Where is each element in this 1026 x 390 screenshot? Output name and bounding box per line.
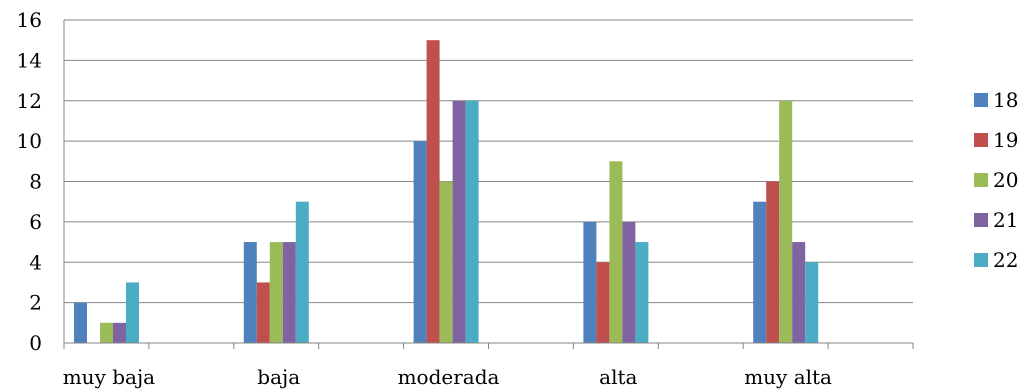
x-tick-label: alta	[599, 365, 637, 389]
bar-muy-alta-20	[779, 100, 793, 343]
bar-muy-alta-21	[792, 242, 806, 343]
bar-alta-18	[583, 221, 597, 343]
x-tick-label: muy baja	[63, 365, 155, 389]
legend-label: 21	[993, 208, 1018, 232]
gridlines	[64, 19, 913, 304]
y-tick-label: 6	[29, 210, 42, 234]
x-tick-label: muy alta	[744, 365, 832, 389]
legend-label: 19	[993, 128, 1018, 152]
bar-muy-alta-18	[753, 201, 767, 343]
bar-moderada-22	[465, 100, 479, 343]
bar-muy-alta-22	[805, 262, 819, 343]
y-tick-label: 10	[17, 129, 42, 153]
legend-swatch	[974, 133, 988, 147]
y-tick-label: 14	[17, 48, 42, 72]
bar-alta-22	[635, 242, 649, 343]
y-tick-label: 16	[17, 8, 42, 32]
bar-muy-baja-18	[74, 302, 87, 343]
bar-baja-18	[243, 242, 257, 343]
y-tick-label: 2	[29, 291, 42, 315]
bar-alta-21	[622, 221, 636, 343]
legend-label: 18	[993, 88, 1018, 112]
legend-swatch	[974, 213, 988, 227]
bar-moderada-19	[426, 40, 440, 343]
legend-swatch	[974, 253, 988, 267]
bar-baja-21	[282, 242, 296, 343]
bar-moderada-18	[413, 141, 427, 343]
bar-muy-baja-20	[100, 322, 113, 343]
bar-moderada-20	[439, 181, 453, 343]
bar-alta-20	[609, 161, 623, 343]
legend: 18 19 20 21 22	[974, 88, 1018, 272]
bar-muy-baja-21	[113, 322, 126, 343]
legend-swatch	[974, 93, 988, 107]
bar-alta-19	[596, 262, 610, 343]
y-tick-label: 12	[17, 89, 42, 113]
y-axis-ticks: 0 2 4 6 8 10 12 14 16	[17, 8, 42, 355]
x-axis	[63, 20, 914, 349]
bars	[74, 40, 819, 343]
legend-swatch	[974, 173, 988, 187]
y-tick-label: 4	[29, 250, 42, 274]
bar-moderada-21	[452, 100, 466, 343]
bar-baja-20	[269, 242, 283, 343]
bar-baja-22	[295, 201, 309, 343]
bar-muy-alta-19	[766, 181, 780, 343]
y-tick-label: 8	[29, 170, 42, 194]
legend-label: 22	[993, 248, 1018, 272]
y-tick-label: 0	[29, 331, 42, 355]
x-axis-labels: muy baja baja moderada alta muy alta	[63, 365, 832, 389]
legend-label: 20	[993, 168, 1018, 192]
bar-muy-baja-22	[126, 282, 139, 343]
bar-baja-19	[256, 282, 270, 343]
x-tick-label: moderada	[398, 365, 500, 389]
x-tick-label: baja	[257, 365, 300, 389]
